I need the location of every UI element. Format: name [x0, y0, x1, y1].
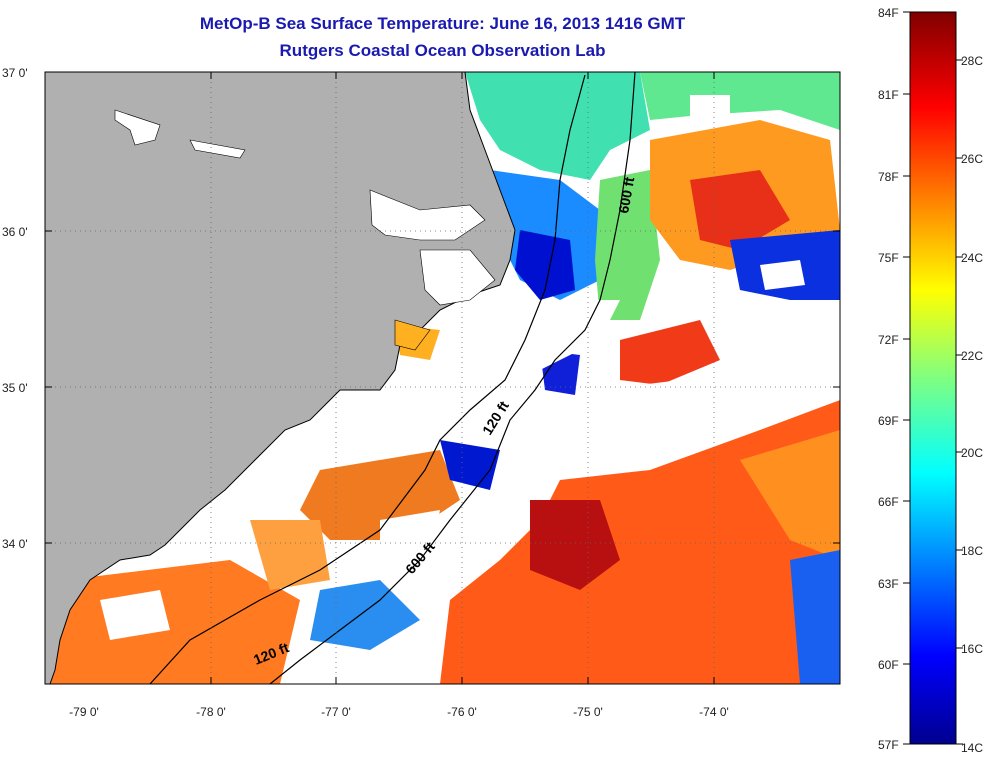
sst-patch	[790, 550, 840, 684]
colorbar-c-label: 24C	[961, 251, 983, 265]
lon-label: -76 0'	[447, 705, 477, 719]
map-subtitle: Rutgers Coastal Ocean Observation Lab	[279, 41, 606, 60]
pamlico-sound	[419, 249, 496, 306]
sst-patch	[440, 400, 840, 684]
colorbar-f-label: 78F	[878, 170, 899, 184]
sst-patch	[50, 560, 300, 684]
sst-patch	[440, 440, 500, 490]
lon-label: -77 0'	[321, 705, 351, 719]
lat-label: 35 0'	[2, 381, 28, 395]
colorbar-f-label: 63F	[878, 577, 899, 591]
colorbar-f-label: 69F	[878, 414, 899, 428]
cloud-area	[760, 260, 805, 290]
colorbar-ticks	[903, 11, 963, 745]
colorbar-c-label: 14C	[961, 741, 983, 755]
river-inlet	[394, 319, 431, 351]
contour-label: 600 ft	[615, 175, 637, 214]
map-title: MetOp-B Sea Surface Temperature: June 16…	[199, 14, 686, 33]
sst-patch	[690, 170, 790, 250]
colorbar-c-label: 26C	[961, 152, 983, 166]
colorbar-c-label: 16C	[961, 642, 983, 656]
colorbar-f-label: 81F	[878, 88, 899, 102]
colorbar-f-label: 84F	[878, 6, 899, 20]
colorbar-f-label: 72F	[878, 333, 899, 347]
colorbar-f-label: 75F	[878, 251, 899, 265]
cloud-area	[690, 95, 730, 120]
sst-patch	[250, 520, 330, 590]
colorbar-f-label: 60F	[878, 658, 899, 672]
axis-ticks	[45, 72, 840, 684]
colorbar-c-label: 28C	[961, 54, 983, 68]
lat-label: 37 0'	[2, 66, 28, 80]
colorbar-f-label: 57F	[878, 738, 899, 752]
colorbar	[909, 11, 957, 745]
lat-label: 36 0'	[2, 225, 28, 239]
lon-label: -79 0'	[69, 705, 99, 719]
colorbar-c-label: 18C	[961, 544, 983, 558]
colorbar-c-label: 22C	[961, 349, 983, 363]
cloud-area	[380, 510, 440, 570]
sst-patch	[530, 500, 620, 590]
colorbar-f-label: 66F	[878, 495, 899, 509]
graticule	[45, 72, 840, 684]
sst-patch	[740, 430, 840, 560]
river-inlet	[189, 139, 246, 159]
depth-contours	[149, 71, 636, 685]
colorbar-c-label: 20C	[961, 446, 983, 460]
river-inlet	[114, 109, 161, 146]
sst-patch	[465, 72, 650, 180]
cloud-area	[100, 590, 170, 640]
lon-label: -74 0'	[699, 705, 729, 719]
plot-frame	[44, 71, 841, 685]
lon-label: -78 0'	[196, 705, 226, 719]
albemarle-sound	[369, 189, 486, 241]
cloud-area	[560, 360, 840, 460]
lon-label: -75 0'	[573, 705, 603, 719]
sst-patch	[595, 170, 660, 320]
sst-field	[50, 72, 840, 684]
lat-label: 34 0'	[2, 537, 28, 551]
sst-patch	[515, 230, 575, 300]
sst-patch	[620, 320, 720, 385]
